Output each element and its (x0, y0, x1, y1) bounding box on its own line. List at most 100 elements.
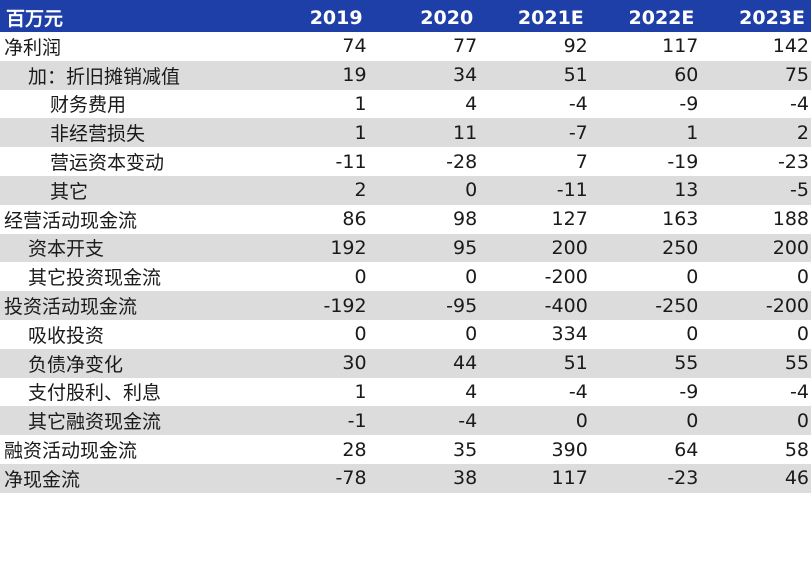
table-row: 非经营损失 1 11 -7 1 2 (0, 118, 811, 148)
header-year: 2022E (589, 3, 701, 32)
row-value: 200 (700, 233, 811, 263)
row-value: 0 (354, 323, 367, 346)
row-value: 98 (453, 208, 478, 231)
row-value: -95 (368, 291, 480, 320)
row-label: 其它投资现金流 (28, 267, 162, 290)
row-value: 55 (700, 348, 811, 378)
row-value: -23 (589, 463, 701, 493)
row-label: 非经营损失 (0, 118, 258, 148)
row-value: 44 (368, 348, 480, 378)
row-value: 0 (686, 265, 699, 288)
row-value: 75 (700, 60, 811, 90)
table-row: 其它融资现金流 -1 -4 0 0 0 (0, 406, 811, 436)
row-label: 营运资本变动 (50, 152, 165, 175)
row-value: -4 (790, 92, 809, 115)
row-value: 1 (589, 118, 701, 148)
row-value: -4 (568, 380, 588, 403)
row-value: 0 (465, 323, 478, 346)
row-value: 250 (589, 233, 701, 263)
table-row: 净利润 74 77 92 117 142 (0, 32, 811, 61)
row-value: 60 (589, 60, 701, 90)
table-body: 净利润 74 77 92 117 142 加：折旧摊销减值 19 34 51 60 75 财务费用 1 4-… (0, 32, 811, 493)
row-label: 净现金流 (0, 463, 258, 493)
row-value: 0 (589, 406, 701, 436)
row-value: 58 (784, 438, 809, 461)
row-value: 77 (453, 35, 478, 58)
row-value: 2 (258, 175, 369, 205)
row-value: 142 (772, 35, 809, 58)
row-value: 35 (453, 438, 478, 461)
row-value: 55 (589, 348, 701, 378)
row-value: 4 (465, 92, 478, 115)
row-value: -200 (700, 291, 811, 320)
table-row: 负债净变化 30 44 51 55 55 (0, 348, 811, 378)
row-value: -4 (568, 92, 588, 115)
row-label: 支付股利、利息 (28, 382, 162, 405)
row-value: 188 (772, 208, 809, 231)
row-value: -9 (679, 380, 699, 403)
row-label: 财务费用 (50, 94, 127, 117)
row-value: -78 (258, 463, 369, 493)
row-value: -19 (667, 150, 699, 173)
row-value: -250 (589, 291, 701, 320)
row-value: -5 (700, 175, 811, 205)
row-value: -9 (679, 92, 699, 115)
row-value: 19 (258, 60, 369, 90)
row-value: 11 (368, 118, 480, 148)
row-value: 0 (796, 323, 809, 346)
row-value: -11 (479, 175, 590, 205)
row-value: 46 (700, 463, 811, 493)
row-value: -4 (368, 406, 480, 436)
row-label: 负债净变化 (0, 348, 258, 378)
row-value: 0 (796, 265, 809, 288)
table-header-row: 百万元 2019 2020 2021E 2022E 2023E (0, 3, 811, 32)
row-value: 1 (258, 118, 369, 148)
table-row: 净现金流 -78 38 117 -23 46 (0, 463, 811, 493)
row-value: -192 (258, 291, 369, 320)
table-row: 加：折旧摊销减值 19 34 51 60 75 (0, 60, 811, 90)
row-value: -200 (544, 265, 588, 288)
row-value: 4 (465, 380, 478, 403)
row-value: 64 (674, 438, 699, 461)
table-row: 其它投资现金流 0 0 -200 0 0 (0, 262, 811, 291)
row-value: 95 (368, 233, 480, 263)
table-row: 营运资本变动 -11 -28 7 -19 -23 (0, 147, 811, 176)
row-value: 7 (575, 150, 588, 173)
table-row: 财务费用 1 4 -4 -9 -4 (0, 90, 811, 119)
row-value: -1 (258, 406, 369, 436)
row-value: 34 (368, 60, 480, 90)
table-row: 吸收投资 0 0 334 0 0 (0, 320, 811, 349)
row-value: 0 (465, 265, 478, 288)
cash-flow-table: 百万元 2019 2020 2021E 2022E 2023E 净利润 74 77 9… (0, 3, 811, 493)
row-value: 0 (354, 265, 367, 288)
row-value: 0 (700, 406, 811, 436)
row-value: 200 (479, 233, 590, 263)
row-value: -4 (790, 380, 809, 403)
header-year: 2020 (368, 3, 480, 32)
row-label: 加：折旧摊销减值 (0, 60, 258, 90)
row-label: 吸收投资 (28, 324, 105, 347)
row-value: 0 (368, 175, 480, 205)
row-value: 117 (662, 35, 699, 58)
row-label: 投资活动现金流 (0, 291, 258, 320)
header-unit: 百万元 (0, 3, 258, 32)
row-value: 1 (354, 92, 367, 115)
row-value: 127 (551, 208, 588, 231)
row-value: 74 (342, 35, 367, 58)
row-value: 13 (589, 175, 701, 205)
row-label: 净利润 (4, 36, 62, 59)
row-value: 86 (342, 208, 367, 231)
row-value: 0 (686, 323, 699, 346)
row-value: 38 (368, 463, 480, 493)
table-row: 其它 2 0 -11 13 -5 (0, 175, 811, 205)
row-value: 51 (479, 348, 590, 378)
row-value: 163 (662, 208, 699, 231)
row-value: 28 (342, 438, 367, 461)
table-row: 资本开支 192 95 200 250 200 (0, 233, 811, 263)
header-year: 2023E (700, 3, 811, 32)
row-value: 334 (551, 323, 588, 346)
row-value: 117 (479, 463, 590, 493)
table-row: 投资活动现金流 -192 -95 -400 -250 -200 (0, 291, 811, 320)
row-value: -7 (479, 118, 590, 148)
